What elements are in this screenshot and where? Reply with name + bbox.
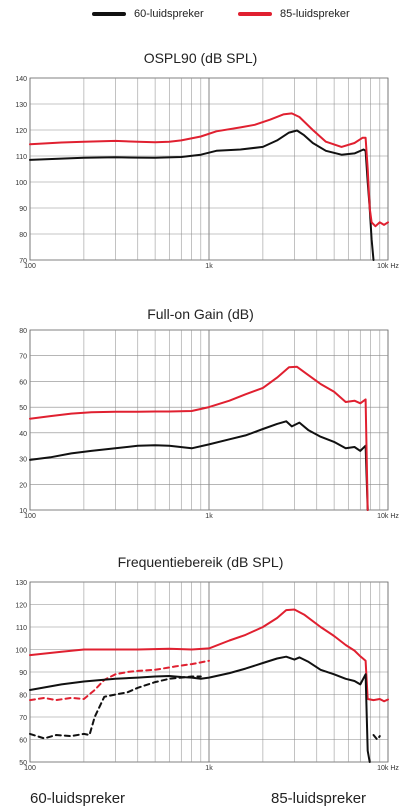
y-tick-label: 10: [19, 508, 27, 515]
y-tick-label: 80: [19, 328, 27, 335]
y-tick-label: 100: [15, 180, 27, 187]
series-line-60-luidspreker-dashed: [372, 734, 381, 741]
series-line-60-luidspreker: [29, 420, 369, 511]
chart-title-full-on-gain: Full-on Gain (dB): [147, 306, 254, 322]
y-tick-label: 20: [19, 482, 27, 489]
y-tick-label: 30: [19, 457, 27, 464]
chart-title-ospl90: OSPL90 (dB SPL): [143, 50, 258, 66]
y-tick-label: 40: [19, 431, 27, 438]
legend-swatch-60: [92, 12, 126, 16]
y-tick-label: 50: [19, 405, 27, 412]
legend-item-60: 60-luidspreker: [92, 8, 204, 20]
footer-label-85: 85-luidspreker: [271, 790, 367, 807]
y-tick-label: 90: [19, 206, 27, 213]
x-tick-label: 100: [24, 513, 36, 520]
y-tick-label: 70: [19, 715, 27, 722]
y-tick-label: 110: [16, 625, 27, 632]
footer-label-60: 60-luidspreker: [30, 790, 126, 807]
legend-item-85: 85-luidspreker: [238, 8, 350, 20]
y-tick-label: 60: [19, 379, 27, 386]
y-tick-label: 90: [19, 670, 27, 677]
series-line-85-luidspreker: [29, 112, 389, 228]
chart-ospl90: 70 80 90 100 110 120 130 140 100 1k 10k Hz: [15, 76, 399, 270]
y-tick-label: 50: [19, 760, 27, 767]
legend: 60-luidspreker 85-luidspreker: [0, 8, 401, 28]
series-line-60-luidspreker: [29, 129, 375, 261]
y-tick-label: 120: [15, 128, 27, 135]
series-line-60-luidspreker-dashed: [29, 675, 202, 740]
y-tick-label: 70: [19, 258, 27, 265]
legend-swatch-85: [238, 12, 272, 16]
x-tick-label: 10k Hz: [377, 263, 399, 270]
legend-label-85: 85-luidspreker: [280, 8, 350, 20]
y-tick-label: 130: [15, 102, 27, 109]
x-tick-label: 100: [24, 263, 36, 270]
y-tick-label: 60: [19, 738, 27, 745]
x-tick-label: 1k: [205, 263, 213, 270]
x-tick-label: 10k Hz: [377, 513, 399, 520]
chart-title-frequentiebereik: Frequentiebereik (dB SPL): [117, 554, 284, 570]
series-line-85-luidspreker: [29, 608, 389, 703]
y-tick-label: 140: [15, 76, 27, 83]
x-tick-label: 10k Hz: [377, 765, 399, 772]
series-line-85-luidspreker-dashed: [29, 659, 210, 702]
y-tick-label: 70: [19, 354, 27, 361]
chart-full-on-gain: 10 20 30 40 50 60 70 80 100 1k 10k Hz: [19, 328, 399, 520]
y-tick-label: 80: [19, 232, 27, 239]
y-tick-label: 120: [15, 603, 27, 610]
x-tick-label: 1k: [205, 513, 213, 520]
y-tick-label: 80: [19, 693, 27, 700]
x-tick-label: 100: [24, 765, 36, 772]
legend-label-60: 60-luidspreker: [134, 8, 204, 20]
chart-frequentiebereik: 50 60 70 80 90 100 110 120 130 100 1k 10k Hz: [15, 580, 399, 772]
y-tick-label: 110: [16, 154, 27, 161]
x-tick-label: 1k: [205, 765, 213, 772]
series-line-60-luidspreker: [29, 655, 371, 763]
series-line-85-luidspreker: [29, 365, 369, 511]
y-tick-label: 100: [15, 648, 27, 655]
y-tick-label: 130: [15, 580, 27, 587]
